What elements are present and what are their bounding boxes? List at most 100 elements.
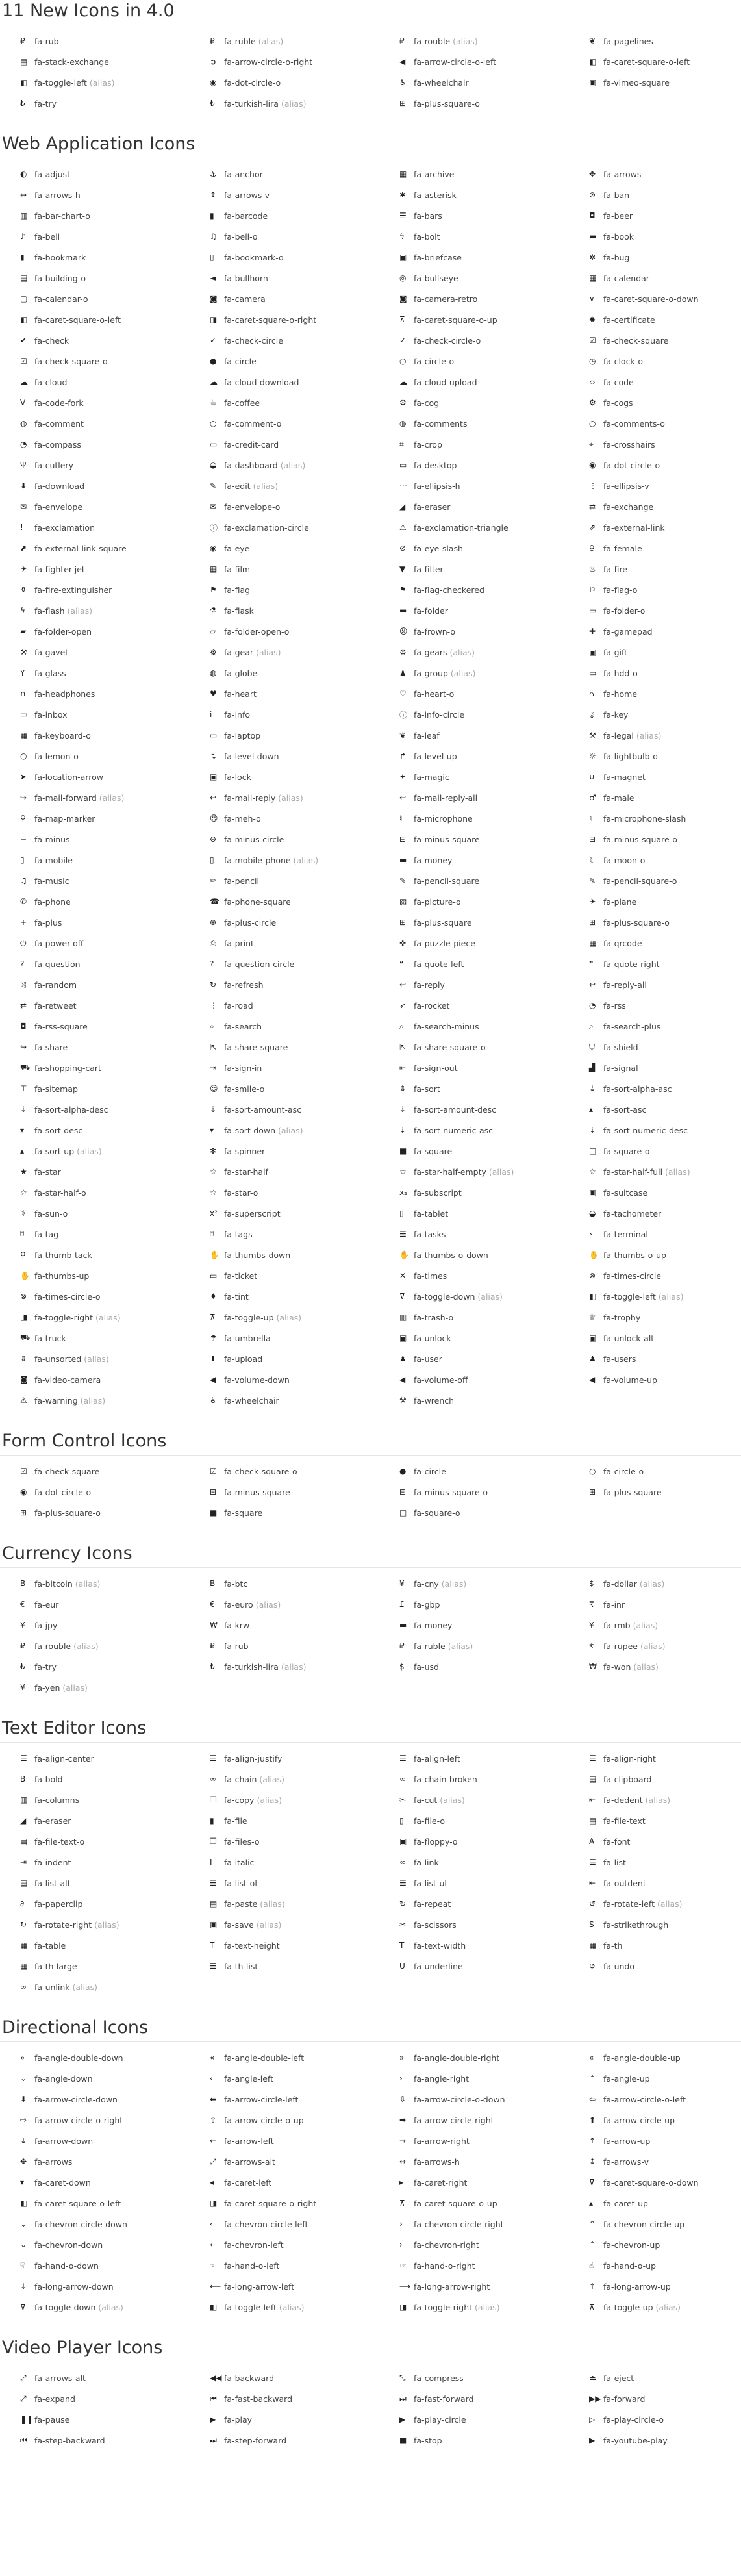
icon-list-item[interactable]: ◀ fa-volume-up	[569, 1369, 741, 1390]
icon-list-item[interactable]: ₺ fa-turkish-lira (alias)	[190, 93, 379, 114]
icon-list-item[interactable]: ⤢ fa-expand	[0, 2388, 190, 2409]
icon-list-item[interactable]: ↔ fa-arrows-h	[0, 184, 190, 205]
icon-list-item[interactable]: ♀ fa-female	[569, 538, 741, 559]
icon-list-item[interactable]: ⚙ fa-gears (alias)	[379, 642, 569, 663]
icon-list-item[interactable]: ↻ fa-repeat	[379, 1893, 569, 1914]
icon-list-item[interactable]: ■ fa-square	[190, 1502, 379, 1523]
icon-list-item[interactable]: ✥ fa-arrows	[0, 2151, 190, 2172]
icon-list-item[interactable]: ▤ fa-paste (alias)	[190, 1893, 379, 1914]
icon-list-item[interactable]: ☆ fa-star-half-empty (alias)	[379, 1161, 569, 1182]
icon-list-item[interactable]: ◉ fa-dot-circle-o	[190, 72, 379, 93]
icon-list-item[interactable]: ✋ fa-thumbs-o-down	[379, 1244, 569, 1265]
icon-list-item[interactable]: ⬇ fa-arrow-circle-down	[0, 2089, 190, 2110]
icon-list-item[interactable]: ♟ fa-users	[569, 1348, 741, 1369]
icon-list-item[interactable]: ▤ fa-stack-exchange	[0, 51, 190, 72]
icon-list-item[interactable]: ♨ fa-fire	[569, 559, 741, 579]
icon-list-item[interactable]: ⇥ fa-indent	[0, 1852, 190, 1873]
icon-list-item[interactable]: ▯ fa-tablet	[379, 1203, 569, 1224]
icon-list-item[interactable]: ⟶ fa-long-arrow-right	[379, 2276, 569, 2297]
icon-list-item[interactable]: ‹› fa-code	[569, 372, 741, 392]
icon-list-item[interactable]: ▯ fa-mobile-phone (alias)	[190, 850, 379, 870]
icon-list-item[interactable]: ↪ fa-mail-forward (alias)	[0, 787, 190, 808]
icon-list-item[interactable]: ☰ fa-tasks	[379, 1224, 569, 1244]
icon-list-item[interactable]: ∞ fa-chain-broken	[379, 1769, 569, 1789]
icon-list-item[interactable]: ☁ fa-cloud-download	[190, 372, 379, 392]
icon-list-item[interactable]: ◍ fa-globe	[190, 663, 379, 683]
icon-list-item[interactable]: ¥ fa-jpy	[0, 1615, 190, 1635]
icon-list-item[interactable]: ϟ fa-bolt	[379, 226, 569, 247]
icon-list-item[interactable]: ▦ fa-th	[569, 1935, 741, 1956]
icon-list-item[interactable]: → fa-arrow-right	[379, 2130, 569, 2151]
icon-list-item[interactable]: ⇣ fa-sort-numeric-asc	[379, 1120, 569, 1141]
icon-list-item[interactable]: ▸ fa-caret-right	[379, 2172, 569, 2193]
icon-list-item[interactable]: ? fa-question	[0, 953, 190, 974]
icon-list-item[interactable]: ▱ fa-folder-open-o	[190, 621, 379, 642]
icon-list-item[interactable]: ▶ fa-play	[190, 2409, 379, 2430]
icon-list-item[interactable]: ↔ fa-arrows-h	[379, 2151, 569, 2172]
icon-list-item[interactable]: ⌄ fa-chevron-down	[0, 2234, 190, 2255]
icon-list-item[interactable]: ▦ fa-film	[190, 559, 379, 579]
icon-list-item[interactable]: ✂ fa-scissors	[379, 1914, 569, 1935]
icon-list-item[interactable]: ⏭ fa-step-forward	[190, 2430, 379, 2451]
icon-list-item[interactable]: ♿ fa-wheelchair	[379, 72, 569, 93]
icon-list-item[interactable]: ✋ fa-thumbs-up	[0, 1265, 190, 1286]
icon-list-item[interactable]: ▭ fa-desktop	[379, 455, 569, 475]
icon-list-item[interactable]: ▬ fa-book	[569, 226, 741, 247]
icon-list-item[interactable]: ⇤ fa-outdent	[569, 1873, 741, 1893]
icon-list-item[interactable]: ◀ fa-volume-down	[190, 1369, 379, 1390]
icon-list-item[interactable]: □ fa-square-o	[379, 1502, 569, 1523]
icon-list-item[interactable]: ☺ fa-smile-o	[190, 1078, 379, 1099]
icon-list-item[interactable]: ▬ fa-money	[379, 1615, 569, 1635]
icon-list-item[interactable]: ◎ fa-bullseye	[379, 268, 569, 288]
icon-list-item[interactable]: ✜ fa-puzzle-piece	[379, 933, 569, 953]
icon-list-item[interactable]: ▴ fa-caret-up	[569, 2193, 741, 2214]
icon-list-item[interactable]: ↑ fa-arrow-up	[569, 2130, 741, 2151]
icon-list-item[interactable]: ♮ fa-microphone-slash	[569, 808, 741, 829]
icon-list-item[interactable]: ⇕ fa-unsorted (alias)	[0, 1348, 190, 1369]
icon-list-item[interactable]: ⏭ fa-fast-forward	[379, 2388, 569, 2409]
icon-list-item[interactable]: ❞ fa-quote-right	[569, 953, 741, 974]
icon-list-item[interactable]: ♡ fa-heart-o	[379, 683, 569, 704]
icon-list-item[interactable]: ♟ fa-user	[379, 1348, 569, 1369]
icon-list-item[interactable]: ▶ fa-youtube-play	[569, 2430, 741, 2451]
icon-list-item[interactable]: ⊞ fa-plus-square	[379, 912, 569, 933]
icon-list-item[interactable]: ↕ fa-arrows-v	[190, 184, 379, 205]
icon-list-item[interactable]: □ fa-square-o	[569, 1141, 741, 1161]
icon-list-item[interactable]: ♦ fa-tint	[190, 1286, 379, 1307]
icon-list-item[interactable]: ☺ fa-meh-o	[190, 808, 379, 829]
icon-list-item[interactable]: ∞ fa-unlink (alias)	[0, 1976, 190, 1997]
icon-list-item[interactable]: ⊤ fa-sitemap	[0, 1078, 190, 1099]
icon-list-item[interactable]: ▦ fa-keyboard-o	[0, 725, 190, 746]
icon-list-item[interactable]: ▤ fa-building-o	[0, 268, 190, 288]
icon-list-item[interactable]: ▥ fa-trash-o	[379, 1307, 569, 1328]
icon-list-item[interactable]: $ fa-usd	[379, 1656, 569, 1677]
icon-list-item[interactable]: ⓘ fa-info-circle	[379, 704, 569, 725]
icon-list-item[interactable]: $ fa-dollar (alias)	[569, 1573, 741, 1594]
icon-list-item[interactable]: ⴸ fa-code-fork	[0, 392, 190, 413]
icon-list-item[interactable]: ➲ fa-arrow-circle-o-right	[190, 51, 379, 72]
icon-list-item[interactable]: ○ fa-comment-o	[190, 413, 379, 434]
icon-list-item[interactable]: ⚒ fa-legal (alias)	[569, 725, 741, 746]
icon-list-item[interactable]: ⚷ fa-key	[569, 704, 741, 725]
icon-list-item[interactable]: ⇱ fa-share-square	[190, 1037, 379, 1057]
icon-list-item[interactable]: ↩ fa-mail-reply (alias)	[190, 787, 379, 808]
icon-list-item[interactable]: £ fa-gbp	[379, 1594, 569, 1615]
icon-list-item[interactable]: ⊟ fa-minus-square-o	[569, 829, 741, 850]
icon-list-item[interactable]: ⬆ fa-arrow-circle-up	[569, 2110, 741, 2130]
icon-list-item[interactable]: ₹ fa-inr	[569, 1594, 741, 1615]
icon-list-item[interactable]: « fa-angle-double-left	[190, 2047, 379, 2068]
icon-list-item[interactable]: ❐ fa-files-o	[190, 1831, 379, 1852]
icon-list-item[interactable]: − fa-minus	[0, 829, 190, 850]
icon-list-item[interactable]: ☟ fa-hand-o-down	[0, 2255, 190, 2276]
icon-list-item[interactable]: › fa-terminal	[569, 1224, 741, 1244]
icon-list-item[interactable]: ⚒ fa-wrench	[379, 1390, 569, 1411]
icon-list-item[interactable]: ⟵ fa-long-arrow-left	[190, 2276, 379, 2297]
icon-list-item[interactable]: ⚑ fa-flag-checkered	[379, 579, 569, 600]
icon-list-item[interactable]: ♪ fa-bell	[0, 226, 190, 247]
icon-list-item[interactable]: ☹ fa-frown-o	[379, 621, 569, 642]
icon-list-item[interactable]: ∞ fa-chain (alias)	[190, 1769, 379, 1789]
